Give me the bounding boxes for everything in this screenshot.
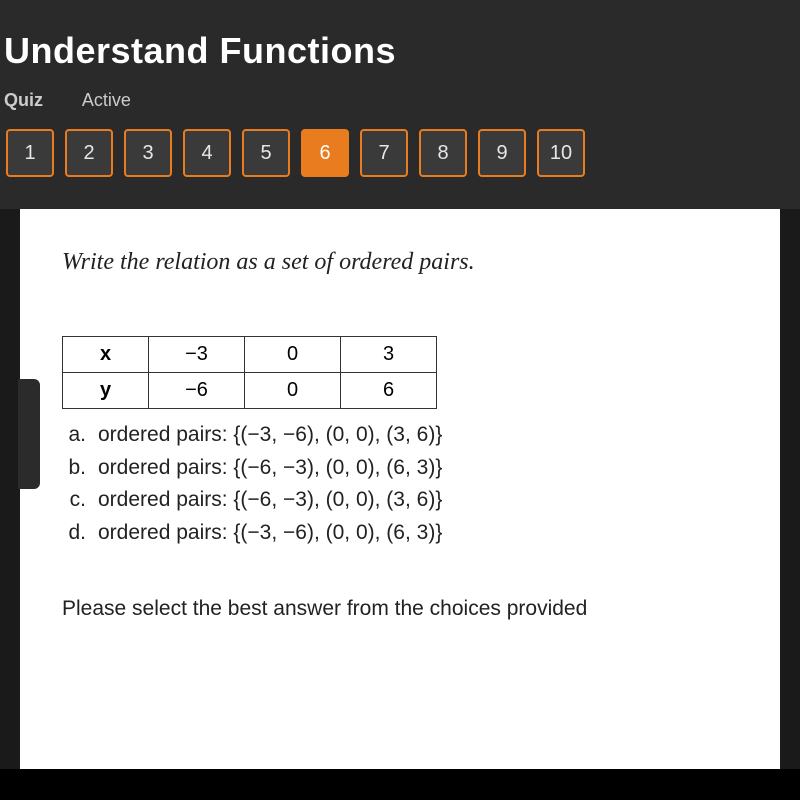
choice-b[interactable]: b. ordered pairs: {(−6, −3), (0, 0), (6,… — [62, 452, 738, 485]
nav-q1[interactable]: 1 — [6, 129, 54, 177]
subhead-quiz: Quiz — [4, 90, 43, 110]
row-header-y: y — [63, 373, 149, 409]
nav-q8[interactable]: 8 — [419, 129, 467, 177]
question-nav: 1 2 3 4 5 6 7 8 9 10 — [0, 129, 800, 191]
nav-q10[interactable]: 10 — [537, 129, 585, 177]
choice-text: ordered pairs: {(−6, −3), (0, 0), (3, 6)… — [98, 484, 442, 517]
choice-text: ordered pairs: {(−6, −3), (0, 0), (6, 3)… — [98, 452, 442, 485]
nav-q2[interactable]: 2 — [65, 129, 113, 177]
relation-table: x −3 0 3 y −6 0 6 — [62, 336, 437, 409]
nav-q4[interactable]: 4 — [183, 129, 231, 177]
choice-c[interactable]: c. ordered pairs: {(−6, −3), (0, 0), (3,… — [62, 484, 738, 517]
cell-y-2: 6 — [341, 373, 437, 409]
choice-text: ordered pairs: {(−3, −6), (0, 0), (6, 3)… — [98, 517, 442, 550]
nav-q9[interactable]: 9 — [478, 129, 526, 177]
nav-q6[interactable]: 6 — [301, 129, 349, 177]
choice-d[interactable]: d. ordered pairs: {(−3, −6), (0, 0), (6,… — [62, 517, 738, 550]
choice-letter: b. — [62, 452, 98, 485]
row-header-x: x — [63, 337, 149, 373]
choice-letter: d. — [62, 517, 98, 550]
choice-letter: c. — [62, 484, 98, 517]
page-title: Understand Functions — [0, 30, 800, 72]
choice-letter: a. — [62, 419, 98, 452]
nav-q3[interactable]: 3 — [124, 129, 172, 177]
cell-x-0: −3 — [149, 337, 245, 373]
quiz-subheader: Quiz Active — [0, 72, 800, 129]
table-row: x −3 0 3 — [63, 337, 437, 373]
cell-y-1: 0 — [245, 373, 341, 409]
answer-choices: a. ordered pairs: {(−3, −6), (0, 0), (3,… — [62, 419, 738, 549]
nav-q7[interactable]: 7 — [360, 129, 408, 177]
left-gutter — [0, 209, 20, 769]
subhead-active: Active — [82, 90, 131, 110]
side-tab — [18, 379, 40, 489]
cell-x-1: 0 — [245, 337, 341, 373]
choice-a[interactable]: a. ordered pairs: {(−3, −6), (0, 0), (3,… — [62, 419, 738, 452]
question-card: Write the relation as a set of ordered p… — [20, 209, 780, 769]
question-prompt: Write the relation as a set of ordered p… — [62, 249, 738, 276]
instruction-text: Please select the best answer from the c… — [62, 597, 738, 621]
quiz-header: Understand Functions Quiz Active 1 2 3 4… — [0, 0, 800, 209]
choice-text: ordered pairs: {(−3, −6), (0, 0), (3, 6)… — [98, 419, 442, 452]
cell-y-0: −6 — [149, 373, 245, 409]
nav-q5[interactable]: 5 — [242, 129, 290, 177]
cell-x-2: 3 — [341, 337, 437, 373]
table-row: y −6 0 6 — [63, 373, 437, 409]
